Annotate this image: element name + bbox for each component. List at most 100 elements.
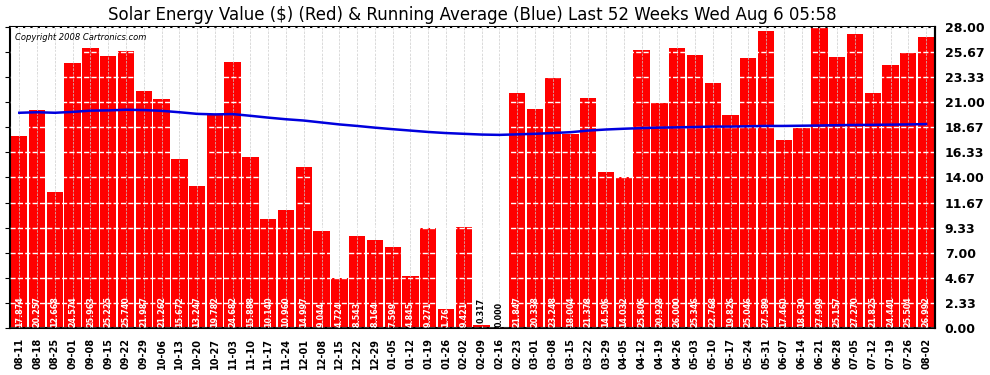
Text: 17.874: 17.874: [15, 296, 24, 327]
Bar: [225, 62, 241, 328]
Text: 25.346: 25.346: [690, 296, 700, 327]
Bar: [705, 83, 721, 328]
Bar: [384, 246, 401, 328]
Bar: [634, 50, 649, 328]
Text: 8.543: 8.543: [352, 302, 361, 327]
Text: 7.599: 7.599: [388, 302, 397, 327]
Text: 24.574: 24.574: [68, 296, 77, 327]
Bar: [189, 186, 205, 328]
Bar: [775, 140, 792, 328]
Text: 24.441: 24.441: [886, 296, 895, 327]
Text: 8.164: 8.164: [370, 302, 379, 327]
Bar: [100, 56, 117, 328]
Bar: [846, 34, 863, 328]
Text: 21.378: 21.378: [584, 296, 593, 327]
Bar: [153, 99, 169, 328]
Text: 20.338: 20.338: [531, 296, 540, 327]
Text: 15.672: 15.672: [175, 296, 184, 327]
Bar: [651, 103, 667, 328]
Text: 0.000: 0.000: [495, 302, 504, 327]
Bar: [687, 55, 703, 328]
Bar: [11, 136, 28, 328]
Bar: [509, 93, 526, 328]
Text: 25.963: 25.963: [86, 296, 95, 327]
Bar: [348, 236, 365, 328]
Text: 25.806: 25.806: [638, 296, 646, 327]
Bar: [811, 27, 828, 328]
Text: 9.421: 9.421: [459, 302, 468, 327]
Bar: [455, 227, 472, 328]
Bar: [260, 219, 276, 328]
Bar: [332, 278, 347, 328]
Text: 12.668: 12.668: [50, 296, 59, 327]
Bar: [829, 57, 845, 328]
Bar: [864, 93, 881, 328]
Bar: [741, 58, 756, 328]
Bar: [616, 177, 632, 328]
Bar: [900, 53, 917, 328]
Bar: [420, 228, 437, 328]
Text: 21.847: 21.847: [513, 296, 522, 327]
Text: 26.992: 26.992: [922, 296, 931, 327]
Text: 10.960: 10.960: [281, 296, 290, 327]
Text: 10.140: 10.140: [263, 296, 272, 327]
Text: 25.046: 25.046: [743, 296, 752, 327]
Text: 19.782: 19.782: [211, 296, 220, 327]
Text: 23.248: 23.248: [548, 296, 557, 327]
Text: 20.928: 20.928: [654, 296, 664, 327]
Text: 21.262: 21.262: [157, 296, 166, 327]
Text: 15.888: 15.888: [246, 296, 255, 327]
Text: 18.004: 18.004: [566, 296, 575, 327]
Text: 27.589: 27.589: [761, 296, 770, 327]
Bar: [473, 325, 490, 328]
Text: 4.724: 4.724: [335, 302, 344, 327]
Bar: [82, 48, 99, 328]
Bar: [29, 110, 46, 328]
Text: 27.270: 27.270: [850, 296, 859, 327]
Bar: [562, 134, 579, 328]
Bar: [669, 48, 685, 328]
Text: 18.630: 18.630: [797, 296, 806, 327]
Bar: [598, 172, 614, 328]
Text: 9.271: 9.271: [424, 302, 433, 327]
Text: 25.740: 25.740: [122, 296, 131, 327]
Bar: [314, 231, 330, 328]
Text: 17.460: 17.460: [779, 296, 788, 327]
Title: Solar Energy Value ($) (Red) & Running Average (Blue) Last 52 Weeks Wed Aug 6 05: Solar Energy Value ($) (Red) & Running A…: [108, 6, 837, 24]
Bar: [47, 192, 63, 328]
Text: 14.506: 14.506: [602, 296, 611, 327]
Bar: [171, 159, 187, 328]
Text: 27.999: 27.999: [815, 296, 824, 327]
Text: 1.765: 1.765: [442, 302, 450, 327]
Text: 13.247: 13.247: [193, 296, 202, 327]
Text: 9.044: 9.044: [317, 302, 326, 327]
Text: 25.157: 25.157: [833, 296, 841, 327]
Bar: [207, 115, 223, 328]
Text: 25.504: 25.504: [904, 296, 913, 327]
Text: 19.826: 19.826: [726, 296, 735, 327]
Text: 25.225: 25.225: [104, 296, 113, 327]
Bar: [758, 31, 774, 328]
Bar: [882, 65, 899, 328]
Text: 22.768: 22.768: [708, 296, 717, 327]
Bar: [918, 38, 935, 328]
Bar: [243, 157, 258, 328]
Bar: [580, 98, 596, 328]
Text: 21.987: 21.987: [140, 296, 148, 327]
Bar: [438, 309, 454, 328]
Text: 4.845: 4.845: [406, 302, 415, 327]
Bar: [64, 63, 81, 328]
Text: 14.997: 14.997: [299, 296, 308, 327]
Text: 20.257: 20.257: [33, 296, 42, 327]
Bar: [723, 115, 739, 328]
Bar: [296, 167, 312, 328]
Text: 14.032: 14.032: [620, 296, 629, 327]
Bar: [118, 51, 135, 328]
Text: 21.825: 21.825: [868, 296, 877, 327]
Bar: [527, 109, 544, 328]
Bar: [544, 78, 561, 328]
Text: 26.000: 26.000: [672, 296, 682, 327]
Bar: [278, 210, 294, 328]
Bar: [366, 240, 383, 328]
Text: 0.317: 0.317: [477, 298, 486, 323]
